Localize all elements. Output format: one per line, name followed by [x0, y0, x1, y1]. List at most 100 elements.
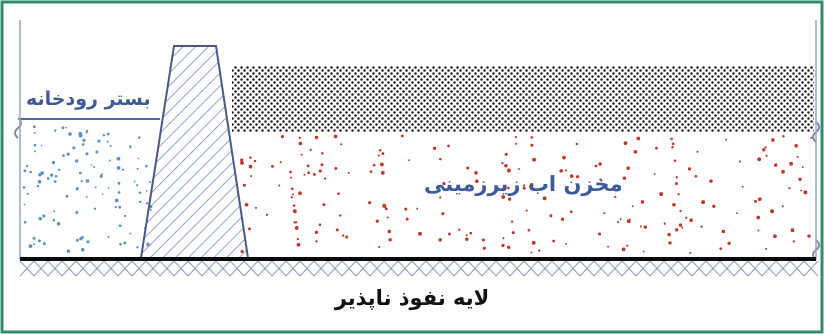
aquifer-dot — [549, 214, 553, 218]
water-dot — [136, 184, 139, 187]
aquifer-dot — [757, 197, 762, 202]
aquifer-dot — [507, 186, 510, 190]
water-dot — [145, 164, 148, 168]
aquifer-dot — [773, 163, 778, 167]
bedrock-hatch-line — [481, 260, 497, 277]
aquifer-dot — [694, 174, 698, 178]
aquifer-dot — [719, 247, 723, 250]
aquifer-dot — [663, 222, 666, 225]
aquifer-dot — [603, 212, 606, 215]
aquifer-dot — [300, 153, 303, 156]
aquifer-dot — [727, 241, 731, 246]
aquifer-dot — [807, 234, 811, 238]
water-dot — [66, 249, 71, 253]
bedrock-hatch-line — [131, 260, 147, 277]
aquifer-dot — [294, 225, 299, 230]
water-dot — [25, 164, 29, 168]
aquifer-dot — [240, 158, 244, 162]
water-dot — [33, 125, 36, 129]
aquifer-dot — [679, 209, 682, 213]
aquifer-dot — [522, 184, 526, 187]
water-dot — [129, 146, 132, 149]
water-dot — [75, 187, 79, 191]
water-dot — [65, 126, 68, 129]
aquifer-dot — [639, 225, 642, 228]
water-dot — [40, 171, 44, 175]
aquifer-dot — [381, 152, 385, 156]
aquifer-dot — [810, 136, 813, 139]
aquifer-dot — [506, 168, 511, 173]
bedrock-hatch-line — [313, 260, 329, 277]
aquifer-dot — [569, 174, 574, 178]
water-dot — [90, 164, 93, 166]
aquifer-dot — [280, 135, 285, 139]
water-dot — [78, 171, 82, 175]
water-dot — [66, 152, 70, 156]
bedrock-hatch-line — [327, 260, 343, 277]
aquifer-dot — [294, 221, 298, 224]
aquifer-dot — [441, 212, 445, 216]
water-dot — [116, 166, 121, 170]
aquifer-dot — [790, 228, 795, 233]
aquifer-dot — [764, 146, 767, 149]
water-dot — [80, 247, 85, 252]
aquifer-dot — [529, 183, 534, 187]
water-dot — [33, 243, 36, 246]
aquifer-dot — [757, 157, 762, 162]
aquifer-dot — [678, 223, 683, 227]
water-dot — [51, 160, 56, 165]
aquifer-dot — [387, 229, 392, 234]
water-dot — [33, 131, 36, 134]
aquifer-dot — [770, 209, 775, 214]
aquifer-dot — [382, 203, 387, 208]
aquifer-dot — [576, 175, 580, 179]
aquifer-dot — [292, 193, 294, 196]
aquifer-dot — [640, 200, 645, 204]
water-dot — [93, 166, 95, 168]
aquifer-dot — [687, 167, 692, 171]
aquifer-dot — [377, 154, 380, 157]
aquifer-dot — [341, 234, 345, 237]
water-dot — [68, 132, 72, 136]
bedrock-hatch-line — [117, 260, 133, 277]
water-dot — [85, 152, 89, 156]
bedrock-hatch-line — [257, 260, 273, 277]
bedrock-hatch-line — [663, 260, 679, 277]
bedrock-hatch-line — [453, 260, 469, 277]
aquifer-dot — [502, 237, 505, 240]
water-dot — [107, 235, 110, 239]
water-dot — [54, 129, 57, 132]
aquifer-dot — [531, 240, 536, 245]
aquifer-dot — [501, 195, 506, 199]
bedrock-hatch-line — [397, 260, 413, 277]
bedrock-hatch-line — [509, 260, 525, 277]
aquifer-dot — [771, 138, 775, 142]
aquifer-dot — [667, 232, 671, 237]
water-dot — [145, 190, 148, 192]
water-dot — [26, 192, 29, 195]
aquifer-dot — [633, 149, 638, 154]
impermeable-layer-label: لایه نفوذ ناپذیر — [334, 286, 490, 310]
aquifer-dot — [530, 251, 533, 254]
aquifer-dot — [458, 228, 461, 231]
aquifer-dot — [562, 155, 566, 160]
aquifer-dot — [788, 187, 791, 190]
water-dot — [85, 195, 88, 198]
aquifer-dot — [240, 160, 244, 165]
water-dot — [75, 238, 79, 242]
aquifer-dot — [522, 186, 526, 190]
water-dot — [99, 174, 103, 178]
aquifer-dot — [527, 228, 531, 232]
aquifer-dot — [653, 172, 656, 175]
aquifer-dot — [709, 179, 713, 183]
aquifer-dot — [685, 216, 688, 219]
aquifer-dot — [439, 196, 442, 199]
bedrock-hatch-line — [271, 260, 287, 277]
aquifer-dot — [675, 182, 678, 186]
water-dot — [133, 180, 136, 183]
bedrock-hatch-line — [75, 260, 91, 277]
water-dot — [117, 181, 121, 185]
aquifer-dot — [801, 166, 804, 169]
bedrock-hatch-line — [369, 260, 385, 277]
bedrock-hatch-line — [299, 260, 315, 277]
